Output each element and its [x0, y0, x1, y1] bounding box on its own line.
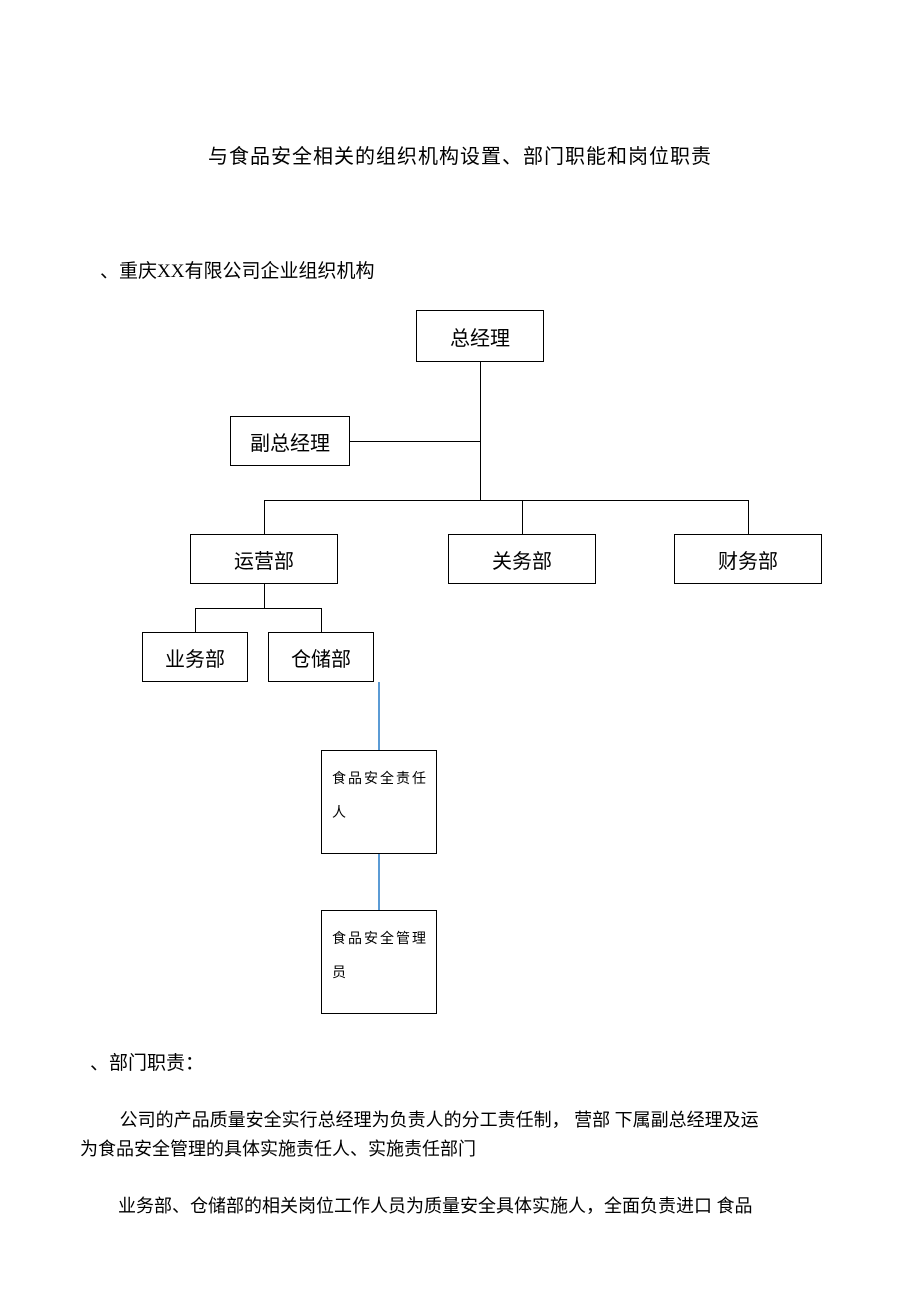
edge-bus-customs	[522, 500, 523, 534]
paragraph-1-line2: 为食品安全管理的具体实施责任人、实施责任部门	[80, 1139, 476, 1159]
paragraph-1: 公司的产品质量安全实行总经理为负责人的分工责任制， 营部 下属副总经理及运 为食…	[80, 1106, 860, 1164]
node-gm-label: 总经理	[450, 322, 510, 351]
edge-gm-trunk	[480, 362, 481, 500]
edge-bus-ops	[264, 500, 265, 534]
edge-ops-trunk	[264, 584, 265, 608]
edge-resp-admin	[378, 854, 380, 910]
paragraph-1-line1: 公司的产品质量安全实行总经理为负责人的分工责任制， 营部 下属副总经理及运	[80, 1106, 860, 1135]
node-ops-label: 运营部	[234, 545, 294, 574]
node-store-label: 仓储部	[291, 643, 351, 672]
section1-heading: 、重庆XX有限公司企业组织机构	[100, 256, 374, 283]
node-finance: 财务部	[674, 534, 822, 584]
node-biz: 业务部	[142, 632, 248, 682]
node-ops: 运营部	[190, 534, 338, 584]
edge-ops-bus	[195, 608, 321, 609]
paragraph-2: 业务部、仓储部的相关岗位工作人员为质量安全具体实施人，全面负责进口 食品	[118, 1192, 868, 1221]
node-resp-label: 食品安全责任人	[332, 763, 426, 830]
node-biz-label: 业务部	[165, 643, 225, 672]
node-store: 仓储部	[268, 632, 374, 682]
edge-bus-row	[264, 500, 748, 501]
edge-ops-biz	[195, 608, 196, 632]
org-chart: 总经理 副总经理 运营部 关务部 财务部 业务部 仓储部 食品安全责任人 食品安…	[0, 310, 920, 1030]
edge-gm-vgm-h	[350, 441, 481, 442]
section2-heading: 、部门职责：	[90, 1048, 204, 1075]
node-finance-label: 财务部	[718, 545, 778, 574]
node-resp: 食品安全责任人	[321, 750, 437, 854]
page-title: 与食品安全相关的组织机构设置、部门职能和岗位职责	[0, 140, 920, 169]
node-admin-label: 食品安全管理员	[332, 923, 426, 990]
node-customs-label: 关务部	[492, 545, 552, 574]
node-admin: 食品安全管理员	[321, 910, 437, 1014]
edge-bus-finance	[748, 500, 749, 534]
edge-store-resp	[378, 682, 380, 750]
node-vgm: 副总经理	[230, 416, 350, 466]
node-customs: 关务部	[448, 534, 596, 584]
edge-ops-store	[321, 608, 322, 632]
node-vgm-label: 副总经理	[250, 427, 330, 456]
node-gm: 总经理	[416, 310, 544, 362]
